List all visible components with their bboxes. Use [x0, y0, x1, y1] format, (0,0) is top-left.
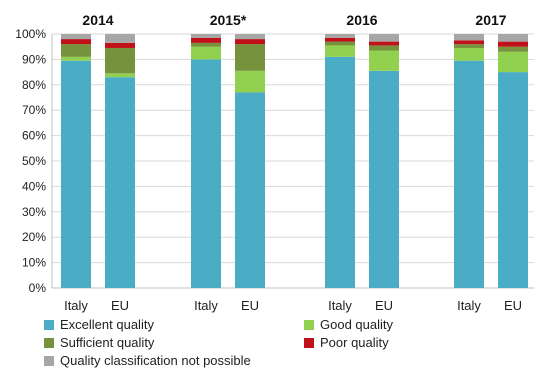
y-tick-label: 20%	[22, 230, 46, 244]
y-tick-label: 90%	[22, 52, 46, 66]
x-category-label: Italy	[457, 298, 481, 313]
bar-segment	[235, 34, 265, 40]
x-category-label: EU	[111, 298, 129, 313]
bar-segment	[369, 45, 399, 51]
bar-segment	[498, 46, 528, 52]
legend-label: Good quality	[320, 317, 393, 332]
bar-segment	[105, 47, 135, 74]
x-category-label: Italy	[64, 298, 88, 313]
legend: Excellent quality Good quality Sufficient …	[44, 317, 393, 368]
bar-segment	[454, 34, 484, 41]
legend-swatch	[44, 320, 54, 330]
bar-segment	[191, 46, 221, 60]
bar-segment	[369, 70, 399, 288]
bar-segment	[454, 60, 484, 288]
group-year-label: 2017	[475, 12, 506, 28]
legend-label: Excellent quality	[60, 317, 154, 332]
bar-segment	[369, 34, 399, 42]
legend-swatch	[304, 320, 314, 330]
y-tick-label: 100%	[15, 27, 46, 41]
bar-segment	[325, 37, 355, 42]
y-tick-label: 80%	[22, 78, 46, 92]
x-category-label: EU	[504, 298, 522, 313]
bar-segment	[191, 42, 221, 47]
bar-segment	[454, 40, 484, 45]
bar-segment	[498, 41, 528, 47]
category-labels: Italy EU 2014 Italy EU 2015* Italy EU 2016 Italy E…	[64, 12, 522, 313]
x-category-label: EU	[375, 298, 393, 313]
bar-segment	[325, 56, 355, 288]
y-tick-label: 0%	[29, 281, 47, 295]
x-category-label: Italy	[194, 298, 218, 313]
y-tick-label: 60%	[22, 129, 46, 143]
bar-segment	[325, 45, 355, 57]
bar-segment	[191, 34, 221, 38]
bar-segment	[61, 34, 91, 40]
legend-label: Poor quality	[320, 335, 389, 350]
bar-segment	[498, 72, 528, 288]
bar-segment	[105, 34, 135, 43]
x-category-label: Italy	[328, 298, 352, 313]
bar-segment	[454, 47, 484, 61]
bar-segment	[105, 73, 135, 78]
group-year-label: 2014	[82, 12, 113, 28]
legend-swatch	[44, 356, 54, 366]
y-tick-label: 50%	[22, 154, 46, 168]
bar-segment	[235, 44, 265, 71]
y-tick-label: 40%	[22, 179, 46, 193]
bar-segment	[105, 42, 135, 48]
bar-segment	[325, 41, 355, 46]
bar-segment	[61, 44, 91, 57]
x-category-label: EU	[241, 298, 259, 313]
bar-segment	[235, 92, 265, 288]
legend-label: Quality classification not possible	[60, 353, 251, 368]
bar-segment	[498, 34, 528, 42]
bar-segment	[191, 37, 221, 43]
group-year-label: 2016	[346, 12, 377, 28]
bar-segment	[369, 50, 399, 71]
bar-segment	[235, 39, 265, 45]
bar-segment	[235, 70, 265, 93]
bar-segment	[325, 34, 355, 38]
bar-segment	[498, 51, 528, 73]
bar-segment	[191, 59, 221, 289]
legend-swatch	[304, 338, 314, 348]
y-tick-label: 30%	[22, 205, 46, 219]
legend-swatch	[44, 338, 54, 348]
bar-segment	[61, 56, 91, 61]
bar-segment	[61, 60, 91, 288]
y-tick-label: 10%	[22, 256, 46, 270]
y-tick-label: 70%	[22, 103, 46, 117]
group-year-label: 2015*	[210, 12, 247, 28]
bar-segment	[369, 41, 399, 46]
bar-segment	[105, 77, 135, 289]
bar-segment	[61, 39, 91, 45]
legend-label: Sufficient quality	[60, 335, 155, 350]
bars	[61, 34, 528, 289]
bar-segment	[454, 44, 484, 48]
